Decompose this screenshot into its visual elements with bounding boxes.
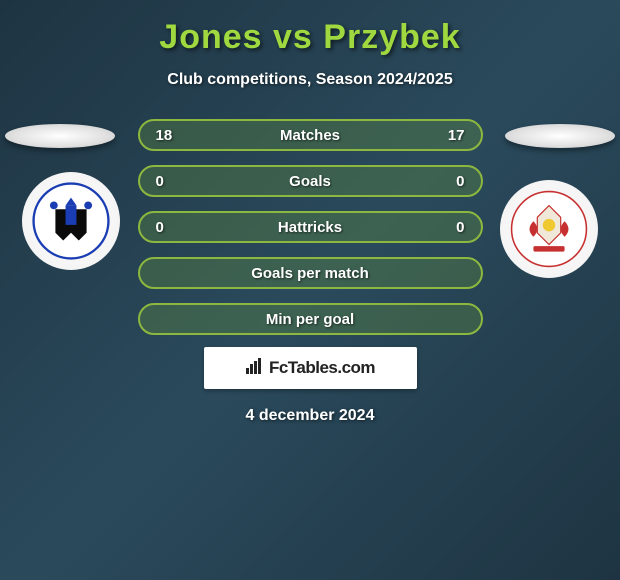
ball-decoration-left [5, 124, 115, 148]
brand-box[interactable]: FcTables.com [204, 347, 417, 389]
stat-label: Goals [289, 173, 331, 190]
brand-label: FcTables.com [269, 358, 375, 378]
stat-label: Goals per match [251, 265, 369, 282]
comparison-card: Jones vs Przybek Club competitions, Seas… [0, 0, 620, 435]
date-label: 4 december 2024 [246, 407, 375, 425]
page-title: Jones vs Przybek [159, 18, 460, 57]
stat-row-hattricks: 0 Hattricks 0 [138, 211, 483, 243]
stat-row-goals-per-match: Goals per match [138, 257, 483, 289]
stat-right-value: 0 [435, 219, 465, 236]
crest-right-icon [510, 190, 588, 268]
stat-label: Min per goal [266, 311, 354, 328]
stat-row-min-per-goal: Min per goal [138, 303, 483, 335]
ball-decoration-right [505, 124, 615, 148]
page-subtitle: Club competitions, Season 2024/2025 [167, 71, 452, 89]
stat-left-value: 18 [156, 127, 186, 144]
stat-left-value: 0 [156, 173, 186, 190]
stat-row-goals: 0 Goals 0 [138, 165, 483, 197]
chart-icon [245, 357, 263, 379]
stat-right-value: 17 [435, 127, 465, 144]
stat-left-value: 0 [156, 219, 186, 236]
crest-left-icon [32, 182, 110, 260]
club-crest-right [500, 180, 598, 278]
stat-right-value: 0 [435, 173, 465, 190]
stat-label: Hattricks [278, 219, 342, 236]
club-crest-left [22, 172, 120, 270]
stat-row-matches: 18 Matches 17 [138, 119, 483, 151]
stat-label: Matches [280, 127, 340, 144]
